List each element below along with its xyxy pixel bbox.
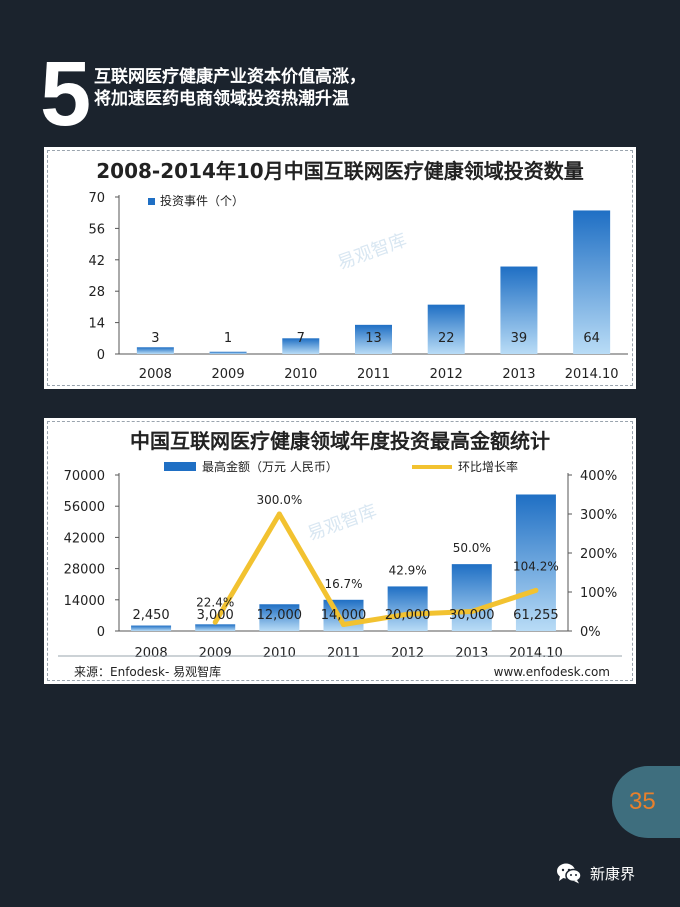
max-amount-chart-panel: 中国互联网医疗健康领域年度投资最高金额统计最高金额（万元 人民币） 环比增长率 0 1… [44, 418, 636, 684]
data-label: 22 [438, 331, 455, 346]
growth-point-2013 [469, 609, 475, 614]
bar-2014.10 [573, 210, 611, 354]
growth-point-2014.10 [533, 587, 539, 593]
bar-data-label: 61,255 [513, 608, 559, 623]
legend-label: 投资事件（个） [160, 193, 244, 208]
bar-2010 [259, 604, 300, 631]
y-left-tick-label: 0 [97, 625, 105, 640]
bar-2008 [136, 347, 174, 354]
bar-2009 [209, 351, 247, 354]
y-tick-label: 56 [88, 222, 105, 237]
x-tick-label: 2008 [139, 367, 172, 382]
brand: 新康界 [556, 862, 635, 884]
legend-swatch-bars [164, 462, 196, 471]
y-tick-label: 70 [88, 191, 105, 206]
bar-2012 [427, 304, 465, 354]
legend-swatch [148, 198, 155, 205]
watermark: 易观智库 [305, 501, 380, 545]
headline-line-2: 将加速医药电商领域投资热潮升温 [94, 89, 349, 109]
page-number: 35 [629, 788, 656, 815]
bar-data-label: 2,450 [132, 608, 169, 623]
y-right-tick-label: 100% [580, 586, 617, 601]
section-number: 5 [40, 43, 92, 145]
bar-data-label: 30,000 [449, 608, 495, 623]
x-tick-label: 2012 [391, 646, 424, 661]
bar-2013 [500, 266, 538, 354]
growth-data-label: 300.0% [256, 493, 302, 507]
investment-count-chart: 2008-2014年10月中国互联网医疗健康领域投资数量 0 14 28 42 56 70 投… [88, 159, 628, 382]
growth-data-label: 104.2% [513, 559, 559, 573]
y-tick-label: 14 [88, 317, 105, 332]
data-label: 3 [151, 331, 159, 346]
x-tick-label: 2014.10 [565, 367, 619, 382]
x-tick-label: 2013 [502, 367, 535, 382]
y-tick-label: 0 [97, 348, 105, 363]
data-label: 7 [297, 331, 305, 346]
wechat-icon [557, 863, 582, 884]
bar-2009 [195, 624, 236, 631]
y-right-tick-label: 200% [580, 547, 617, 562]
chart-title: 2008-2014年10月中国互联网医疗健康领域投资数量 [96, 159, 583, 183]
legend-label-line: 环比增长率 [458, 459, 518, 474]
x-tick-label: 2013 [455, 646, 488, 661]
y-left-tick-label: 56000 [64, 500, 105, 515]
bar-data-label: 20,000 [385, 608, 431, 623]
y-right-tick-label: 300% [580, 508, 617, 523]
data-label: 1 [224, 331, 232, 346]
chart-title: 中国互联网医疗健康领域年度投资最高金额统计 [130, 429, 550, 453]
source-note: 来源：Enfodesk- 易观智库 [74, 664, 221, 679]
bar-2013 [451, 564, 492, 631]
headline-line-1: 互联网医疗健康产业资本价值高涨， [94, 67, 366, 87]
page-badge [612, 766, 680, 838]
growth-data-label: 22.4% [196, 595, 234, 609]
y-right-tick-label: 400% [580, 469, 617, 484]
bar-data-label: 12,000 [257, 608, 303, 623]
y-left-tick-label: 42000 [64, 531, 105, 546]
bar-2010 [282, 338, 320, 354]
x-tick-label: 2009 [199, 646, 232, 661]
investment-count-chart-panel: 2008-2014年10月中国互联网医疗健康领域投资数量 0 14 28 42 56 70 投… [44, 147, 636, 389]
growth-point-2010 [276, 511, 282, 517]
y-right-tick-label: 0% [580, 625, 601, 640]
data-label: 64 [583, 331, 600, 346]
y-left-tick-label: 14000 [64, 594, 105, 609]
data-label: 39 [511, 331, 528, 346]
growth-point-2011 [341, 621, 346, 627]
growth-rate-line [213, 511, 537, 627]
x-tick-label: 2008 [135, 646, 168, 661]
x-tick-label: 2014.10 [509, 646, 563, 661]
growth-point-2012 [405, 611, 411, 617]
y-left-tick-label: 70000 [64, 469, 105, 484]
x-tick-label: 2010 [284, 367, 317, 382]
growth-data-label: 42.9% [389, 563, 427, 577]
bar-data-label: 3,000 [197, 608, 234, 623]
x-tick-label: 2011 [357, 367, 390, 382]
y-tick-label: 28 [88, 285, 105, 300]
x-tick-label: 2009 [212, 367, 245, 382]
watermark: 易观智库 [335, 230, 410, 274]
growth-point-2009 [212, 619, 218, 625]
growth-data-label: 16.7% [324, 577, 362, 591]
y-left-tick-label: 28000 [64, 563, 105, 578]
bar-2008 [131, 625, 172, 631]
x-tick-label: 2012 [430, 367, 463, 382]
legend-label-bars: 最高金额（万元 人民币） [202, 459, 338, 474]
y-tick-label: 42 [88, 254, 105, 269]
bar-2011 [355, 324, 392, 354]
headline: 互联网医疗健康产业资本价值高涨， 将加速医药电商领域投资热潮升温 [94, 66, 654, 110]
brand-name: 新康界 [590, 864, 636, 883]
website-label: www.enfodesk.com [494, 665, 610, 679]
bar-data-label: 14,000 [321, 608, 367, 623]
bar-2012 [387, 586, 428, 631]
bar-2014.10 [515, 494, 556, 631]
growth-data-label: 50.0% [453, 541, 491, 555]
data-label: 13 [365, 331, 382, 346]
x-tick-label: 2011 [327, 646, 360, 661]
x-tick-label: 2010 [263, 646, 296, 661]
